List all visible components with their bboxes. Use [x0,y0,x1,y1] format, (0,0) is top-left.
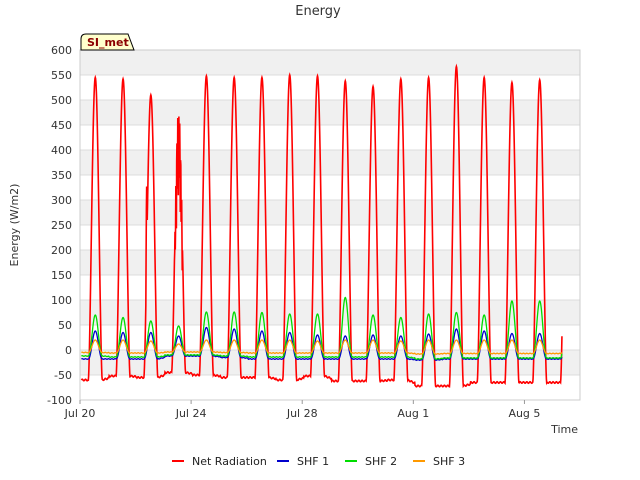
x-axis-title: Time [550,423,578,436]
legend-label: SHF 2 [365,455,397,468]
y-axis-title: Energy (W/m2) [8,184,21,267]
series-line-shf-1 [81,326,563,361]
x-tick-label: Aug 1 [397,407,429,420]
y-tick-label: 400 [51,144,72,157]
chart-title: Energy [295,4,341,19]
background-band [80,75,580,100]
background-band [80,250,580,275]
legend-label: SHF 1 [297,455,329,468]
x-tick-label: Jul 28 [286,407,318,420]
y-tick-label: 200 [51,244,72,257]
y-tick-label: 600 [51,44,72,57]
y-tick-label: 0 [65,344,72,357]
legend-label: SHF 3 [433,455,465,468]
y-tick-label: 450 [51,119,72,132]
y-tick-label: 100 [51,294,72,307]
x-tick-label: Jul 24 [175,407,207,420]
site-label: SI_met [87,36,129,49]
y-tick-labels: -100 -50 0 50 100 150 200 250 300 350 400 450 500 550… [47,44,72,407]
background-band [80,175,580,200]
background-band [80,300,580,325]
background-band [80,50,580,75]
background-band [80,225,580,250]
x-tick-label: Aug 5 [508,407,540,420]
background-bands [80,50,580,400]
y-tick-label: 250 [51,219,72,232]
series-line-net-radiation [80,63,563,389]
legend-label: Net Radiation [192,455,267,468]
background-band [80,150,580,175]
y-tick-label: 550 [51,69,72,82]
series-line-shf-3 [81,339,563,355]
legend: Net Radiation SHF 1 SHF 2 SHF 3 [172,455,465,468]
y-tick-label: -50 [54,369,72,382]
background-band [80,350,580,375]
background-band [80,100,580,125]
y-tick-label: 350 [51,169,72,182]
series-line-shf-2 [81,296,563,360]
y-tick-label: 150 [51,269,72,282]
background-band [80,275,580,300]
background-band [80,325,580,350]
y-tick-label: -100 [47,394,72,407]
x-tick-label: Jul 20 [64,407,96,420]
background-band [80,200,580,225]
background-band [80,125,580,150]
series-lines [80,63,563,389]
y-tick-label: 500 [51,94,72,107]
y-tick-label: 300 [51,194,72,207]
plot-frame [79,49,581,401]
site-label-badge: SI_met [80,33,135,51]
y-tick-label: 50 [58,319,72,332]
x-tick-labels: Jul 20 Jul 24 Jul 28 Aug 1 Aug 5 [64,400,540,420]
